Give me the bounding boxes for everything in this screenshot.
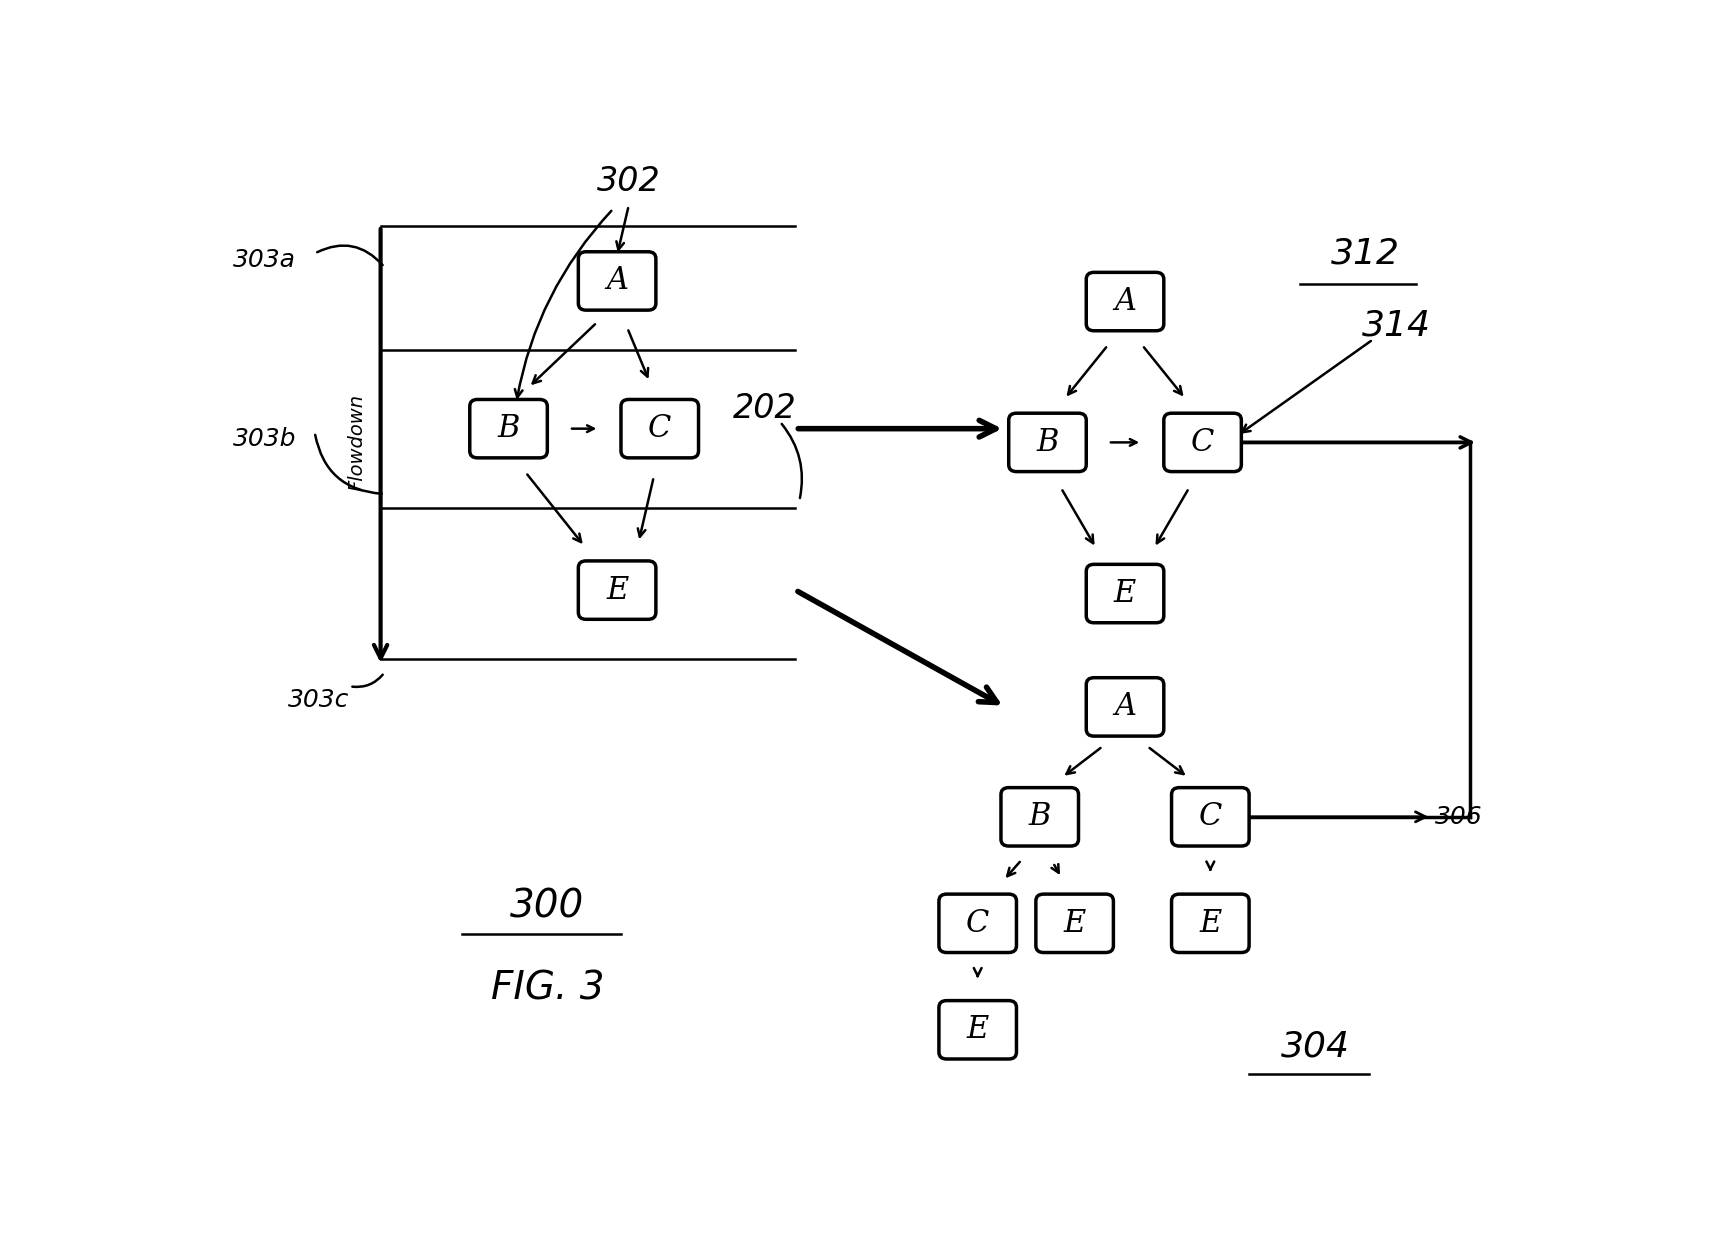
Text: 314: 314 <box>1362 308 1430 343</box>
Text: A: A <box>606 266 628 297</box>
FancyBboxPatch shape <box>578 561 655 620</box>
Text: C: C <box>648 414 671 445</box>
Text: A: A <box>1114 692 1136 723</box>
Text: 303a: 303a <box>233 248 296 272</box>
FancyBboxPatch shape <box>939 894 1016 953</box>
Text: B: B <box>1037 427 1059 458</box>
Text: C: C <box>1199 801 1222 832</box>
FancyBboxPatch shape <box>1001 787 1078 846</box>
Text: Flowdown: Flowdown <box>347 394 366 491</box>
Text: 312: 312 <box>1331 236 1400 271</box>
Text: B: B <box>498 414 520 445</box>
Text: 302: 302 <box>597 165 660 197</box>
Text: E: E <box>1199 908 1222 939</box>
FancyBboxPatch shape <box>1086 564 1163 622</box>
Text: E: E <box>1114 578 1136 609</box>
Text: E: E <box>967 1015 989 1046</box>
Text: FIG. 3: FIG. 3 <box>491 970 604 1007</box>
Text: 202: 202 <box>732 391 796 425</box>
Text: B: B <box>1028 801 1051 832</box>
Text: 304: 304 <box>1280 1030 1350 1064</box>
FancyBboxPatch shape <box>939 1001 1016 1059</box>
Text: 303c: 303c <box>287 688 349 712</box>
FancyBboxPatch shape <box>1172 787 1249 846</box>
Text: C: C <box>967 908 989 939</box>
Text: 306: 306 <box>1436 805 1483 828</box>
FancyBboxPatch shape <box>1035 894 1114 953</box>
FancyBboxPatch shape <box>1086 272 1163 330</box>
Text: A: A <box>1114 286 1136 317</box>
Text: 300: 300 <box>510 887 585 925</box>
Text: E: E <box>1064 908 1086 939</box>
FancyBboxPatch shape <box>621 400 698 458</box>
Text: C: C <box>1191 427 1215 458</box>
FancyBboxPatch shape <box>1009 414 1086 472</box>
Text: 303b: 303b <box>233 427 296 451</box>
FancyBboxPatch shape <box>1172 894 1249 953</box>
FancyBboxPatch shape <box>578 252 655 310</box>
FancyBboxPatch shape <box>1163 414 1242 472</box>
FancyBboxPatch shape <box>1086 678 1163 737</box>
FancyBboxPatch shape <box>471 400 548 458</box>
Text: E: E <box>606 575 628 606</box>
